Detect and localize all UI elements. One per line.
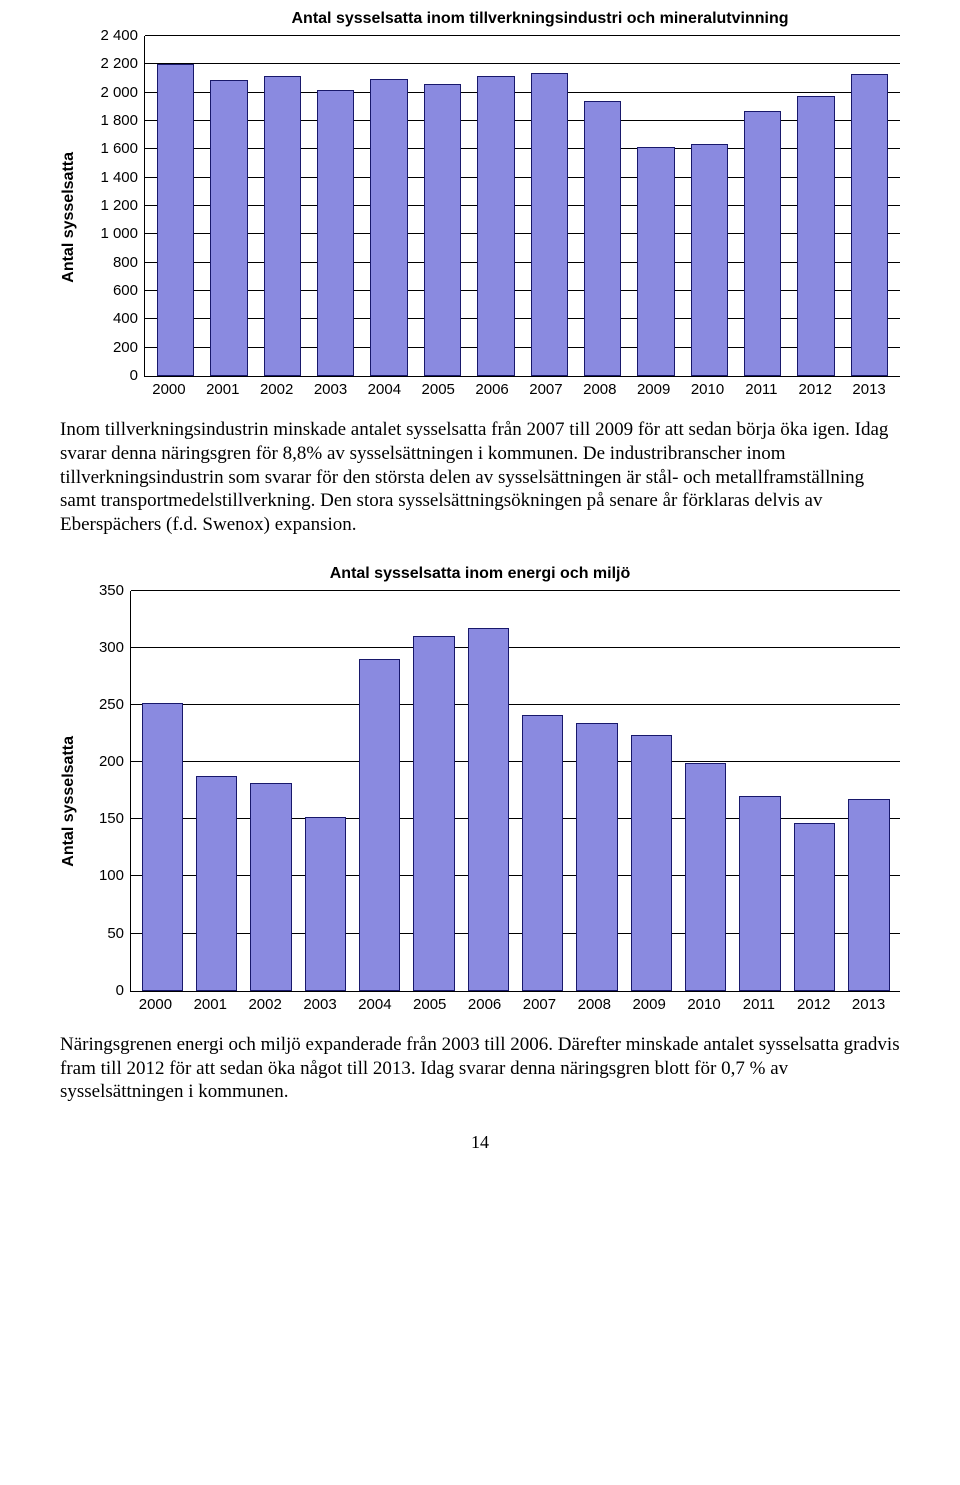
bar [142,703,183,991]
chart2-title: Antal sysselsatta inom energi och miljö [60,565,900,583]
chart1-body: 2 4002 2002 0001 8001 6001 4001 2001 000… [84,36,900,398]
bar [477,76,514,376]
bar [317,90,354,376]
x-tick-label: 2013 [841,996,896,1013]
page-number: 14 [60,1132,900,1153]
bar [250,783,291,991]
bar [576,723,617,990]
bar [522,715,563,990]
chart1-x-labels: 2000200120022003200420052006200720082009… [138,381,900,398]
bar [370,79,407,377]
chart1-x-ticks: 2000200120022003200420052006200720082009… [84,377,900,398]
x-tick-label: 2004 [357,381,411,398]
bar [685,763,726,990]
x-tick-label: 2001 [183,996,238,1013]
bar [851,74,888,376]
x-tick-label: 2013 [842,381,896,398]
x-tick-label: 2008 [573,381,627,398]
bar [584,101,621,376]
bar [631,735,672,991]
x-tick-label: 2007 [512,996,567,1013]
chart2-bars [131,591,900,991]
x-tick-label: 2008 [567,996,622,1013]
x-tick-label: 2000 [128,996,183,1013]
chart1-y-axis-label: Antal sysselsatta [60,152,78,283]
x-tick-label: 2011 [734,381,788,398]
x-tick-label: 2012 [786,996,841,1013]
bar [424,84,461,376]
chart1-bars [145,36,900,376]
bar [305,817,346,991]
chart2-x-labels: 2000200120022003200420052006200720082009… [124,996,900,1013]
chart2: Antal sysselsatta 350300250200150100500 … [60,591,900,1013]
bar [739,796,780,990]
bar [691,144,728,376]
x-tick-label: 2005 [402,996,457,1013]
bar [210,80,247,376]
x-tick-label: 2002 [250,381,304,398]
x-tick-label: 2003 [304,381,358,398]
x-tick-label: 2011 [731,996,786,1013]
x-tick-label: 2004 [347,996,402,1013]
bar [468,628,509,990]
x-tick-label: 2000 [142,381,196,398]
bar [797,96,834,377]
bar [413,636,454,990]
x-tick-label: 2006 [465,381,519,398]
bar [848,799,889,991]
page: Antal sysselsatta inom tillverkningsindu… [0,0,960,1183]
chart1-plot-area [144,36,900,377]
x-tick-label: 2007 [519,381,573,398]
bar [264,76,301,376]
x-tick-label: 2002 [238,996,293,1013]
x-tick-label: 2009 [627,381,681,398]
bar [359,659,400,990]
chart2-y-ticks: 350300250200150100500 [84,591,130,991]
x-tick-label: 2001 [196,381,250,398]
bar [744,111,781,376]
x-tick-label: 2010 [677,996,732,1013]
x-tick-label: 2005 [411,381,465,398]
chart2-body: 350300250200150100500 200020012002200320… [84,591,900,1013]
chart1: Antal sysselsatta 2 4002 2002 0001 8001 … [60,36,900,398]
x-tick-label: 2012 [788,381,842,398]
chart2-y-axis-label: Antal sysselsatta [60,736,78,867]
chart1-title: Antal sysselsatta inom tillverkningsindu… [60,10,900,28]
bar [196,776,237,991]
x-tick-label: 2006 [457,996,512,1013]
x-tick-label: 2009 [622,996,677,1013]
bar [637,147,674,377]
paragraph-1: Inom tillverkningsindustrin minskade ant… [60,418,900,537]
x-tick-label: 2010 [681,381,735,398]
chart1-y-ticks: 2 4002 2002 0001 8001 6001 4001 2001 000… [84,36,144,376]
chart2-plot-area [130,591,900,992]
bar [794,823,835,991]
bar [157,64,194,376]
x-tick-label: 2003 [293,996,348,1013]
paragraph-2: Näringsgrenen energi och miljö expandera… [60,1033,900,1104]
chart2-x-ticks: 2000200120022003200420052006200720082009… [84,992,900,1013]
bar [531,73,568,376]
